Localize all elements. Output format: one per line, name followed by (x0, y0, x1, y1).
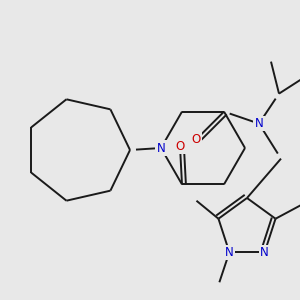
Text: N: N (225, 246, 234, 259)
Text: N: N (260, 246, 269, 259)
Text: N: N (157, 142, 165, 154)
Text: O: O (191, 133, 201, 146)
Text: O: O (176, 140, 184, 153)
Text: N: N (255, 117, 263, 130)
